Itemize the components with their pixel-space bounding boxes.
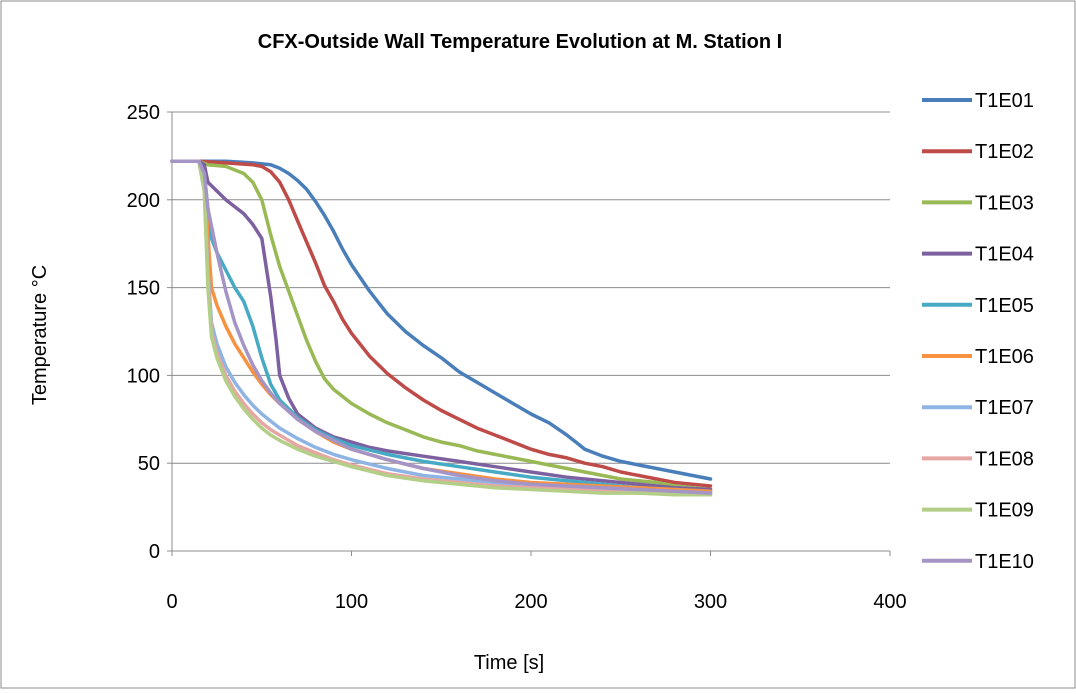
- y-tick-label-250: 250: [127, 102, 160, 124]
- series-line-t1e10: [170, 159, 713, 495]
- x-tick-label-400: 400: [873, 591, 906, 613]
- grid-lines: [172, 111, 890, 464]
- y-axis-title: Temperature °C: [29, 265, 51, 405]
- legend-label-t1e01: T1E01: [975, 90, 1034, 112]
- x-tick-label-300: 300: [694, 591, 727, 613]
- legend: T1E01 T1E02 T1E03 T1E04 T1E05 T1E06 T1E07 T1E08…: [922, 90, 1034, 573]
- y-tick-label-50: 50: [138, 453, 160, 475]
- series-line-t1e04: [170, 159, 713, 492]
- legend-label-t1e06: T1E06: [975, 346, 1034, 368]
- x-tick-label-200: 200: [514, 591, 547, 613]
- legend-label-t1e05: T1E05: [975, 295, 1034, 317]
- legend-label-t1e07: T1E07: [975, 397, 1034, 419]
- x-axis-title: Time [s]: [474, 652, 544, 674]
- legend-label-t1e02: T1E02: [975, 141, 1034, 163]
- legend-label-t1e03: T1E03: [975, 192, 1034, 214]
- y-tick-label-0: 0: [149, 541, 160, 563]
- axes: 0 50 100 150 200 250 0 100 200 300 400: [127, 102, 907, 613]
- y-tick-label-100: 100: [127, 365, 160, 387]
- series-line-t1e02: [170, 159, 713, 488]
- series-line-t1e01: [170, 159, 713, 481]
- x-tick-label-0: 0: [166, 591, 177, 613]
- legend-label-t1e04: T1E04: [975, 244, 1034, 266]
- series-line-t1e09: [170, 159, 713, 497]
- series-lines: [170, 159, 713, 497]
- legend-label-t1e08: T1E08: [975, 448, 1034, 470]
- y-tick-label-150: 150: [127, 278, 160, 300]
- legend-label-t1e10: T1E10: [975, 551, 1034, 573]
- x-tick-label-100: 100: [335, 591, 368, 613]
- series-line-t1e03: [170, 159, 713, 492]
- legend-label-t1e09: T1E09: [975, 500, 1034, 522]
- y-tick-label-200: 200: [127, 190, 160, 212]
- chart-title: CFX-Outside Wall Temperature Evolution a…: [258, 31, 782, 53]
